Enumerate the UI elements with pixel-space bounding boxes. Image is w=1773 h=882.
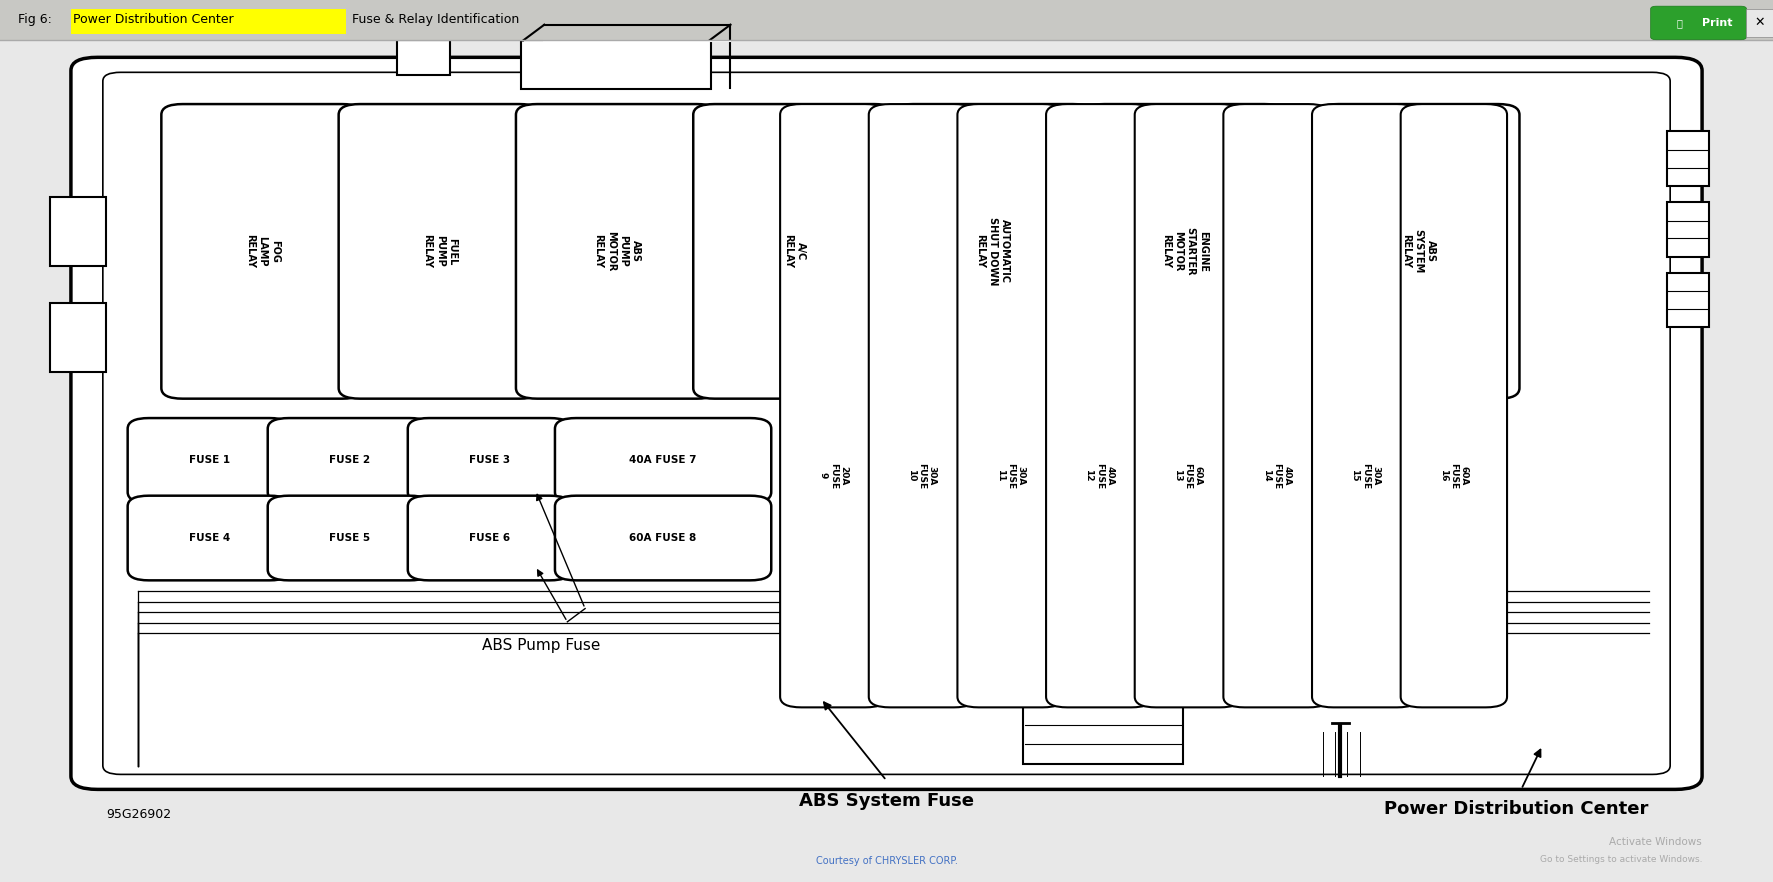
FancyBboxPatch shape [50, 197, 106, 266]
Text: Fuse & Relay Identification: Fuse & Relay Identification [348, 13, 519, 26]
Text: 30A
FUSE
15: 30A FUSE 15 [1351, 462, 1379, 489]
FancyBboxPatch shape [268, 496, 431, 580]
FancyBboxPatch shape [1651, 6, 1746, 40]
Text: A/C
RELAY: A/C RELAY [784, 235, 805, 268]
FancyBboxPatch shape [1312, 104, 1418, 707]
FancyBboxPatch shape [1317, 104, 1519, 399]
FancyBboxPatch shape [1401, 104, 1507, 707]
Text: 95G26902: 95G26902 [106, 808, 172, 820]
FancyBboxPatch shape [1135, 104, 1241, 707]
FancyBboxPatch shape [521, 40, 711, 89]
FancyBboxPatch shape [555, 496, 771, 580]
Text: ABS Pump Fuse: ABS Pump Fuse [482, 638, 599, 654]
FancyBboxPatch shape [892, 104, 1094, 399]
Text: 40A
FUSE
14: 40A FUSE 14 [1262, 462, 1291, 489]
Text: Print: Print [1702, 18, 1732, 28]
Text: 60A
FUSE
13: 60A FUSE 13 [1174, 462, 1202, 489]
Text: Activate Windows: Activate Windows [1610, 837, 1702, 848]
FancyBboxPatch shape [128, 418, 291, 503]
FancyBboxPatch shape [1023, 705, 1183, 764]
FancyBboxPatch shape [268, 418, 431, 503]
Text: FUSE 4: FUSE 4 [188, 533, 230, 543]
FancyBboxPatch shape [50, 303, 106, 372]
Text: FOG
LAMP
RELAY: FOG LAMP RELAY [245, 235, 280, 268]
FancyBboxPatch shape [1083, 104, 1285, 399]
Text: Fig 6:: Fig 6: [18, 13, 55, 26]
Text: 30A
FUSE
11: 30A FUSE 11 [996, 462, 1025, 489]
Text: AUTOMATIC
SHUT DOWN
RELAY: AUTOMATIC SHUT DOWN RELAY [975, 217, 1011, 286]
Text: ABS System Fuse: ABS System Fuse [800, 792, 973, 810]
FancyBboxPatch shape [0, 0, 1773, 40]
Text: FUSE 1: FUSE 1 [188, 455, 230, 466]
Text: 60A FUSE 8: 60A FUSE 8 [629, 533, 697, 543]
FancyBboxPatch shape [408, 496, 571, 580]
Text: 40A FUSE 7: 40A FUSE 7 [629, 455, 697, 466]
FancyBboxPatch shape [1746, 9, 1773, 37]
Text: ABS
PUMP
MOTOR
RELAY: ABS PUMP MOTOR RELAY [594, 231, 640, 272]
Text: ✕: ✕ [1755, 17, 1764, 29]
FancyBboxPatch shape [128, 496, 291, 580]
Text: FUSE 2: FUSE 2 [328, 455, 371, 466]
Text: 30A
FUSE
10: 30A FUSE 10 [908, 462, 936, 489]
FancyBboxPatch shape [957, 104, 1064, 707]
Text: 20A
FUSE
9: 20A FUSE 9 [819, 462, 847, 489]
Text: Courtesy of CHRYSLER CORP.: Courtesy of CHRYSLER CORP. [816, 856, 957, 866]
FancyBboxPatch shape [71, 57, 1702, 789]
FancyBboxPatch shape [1046, 104, 1152, 707]
Text: ABS
SYSTEM
RELAY: ABS SYSTEM RELAY [1401, 229, 1436, 273]
FancyBboxPatch shape [161, 104, 363, 399]
FancyBboxPatch shape [1667, 273, 1709, 327]
Text: 60A
FUSE
16: 60A FUSE 16 [1440, 462, 1468, 489]
Text: FUSE 6: FUSE 6 [468, 533, 511, 543]
FancyBboxPatch shape [339, 104, 541, 399]
Text: Power Distribution Center: Power Distribution Center [1383, 800, 1649, 818]
FancyBboxPatch shape [780, 104, 886, 707]
FancyBboxPatch shape [1667, 202, 1709, 257]
FancyBboxPatch shape [397, 40, 450, 75]
FancyBboxPatch shape [71, 9, 346, 34]
FancyBboxPatch shape [693, 104, 895, 399]
FancyBboxPatch shape [869, 104, 975, 707]
Text: ENGINE
STARTER
MOTOR
RELAY: ENGINE STARTER MOTOR RELAY [1161, 227, 1207, 276]
Text: FUSE 5: FUSE 5 [328, 533, 371, 543]
FancyBboxPatch shape [1223, 104, 1330, 707]
FancyBboxPatch shape [103, 72, 1670, 774]
Text: Power Distribution Center: Power Distribution Center [73, 13, 234, 26]
Text: FUEL
PUMP
RELAY: FUEL PUMP RELAY [422, 235, 457, 268]
FancyBboxPatch shape [1667, 131, 1709, 186]
Text: 🖨: 🖨 [1677, 18, 1683, 28]
FancyBboxPatch shape [516, 104, 718, 399]
Text: Go to Settings to activate Windows.: Go to Settings to activate Windows. [1539, 856, 1702, 864]
FancyBboxPatch shape [408, 418, 571, 503]
Text: 40A
FUSE
12: 40A FUSE 12 [1085, 462, 1113, 489]
FancyBboxPatch shape [555, 418, 771, 503]
Text: FUSE 3: FUSE 3 [468, 455, 511, 466]
